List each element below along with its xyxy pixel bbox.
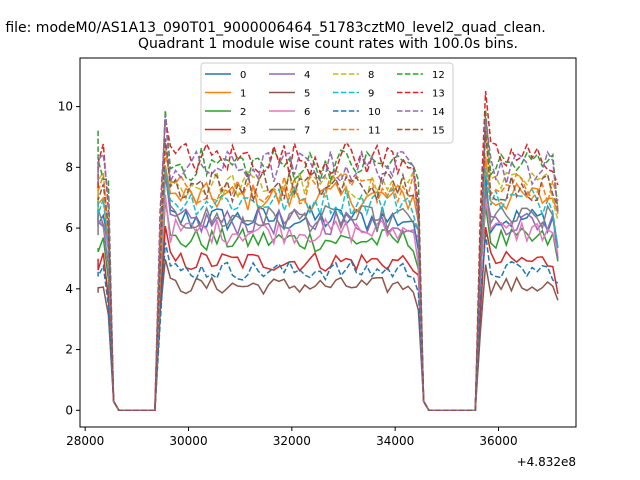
y-tick-label: 10 [58,100,73,114]
x-tick-label: 36000 [479,434,517,448]
legend-label: 0 [240,70,246,81]
legend-label: 13 [432,89,445,100]
series-line-2 [97,198,559,412]
legend-label: 8 [368,70,374,81]
y-tick-label: 6 [65,221,73,235]
legend-label: 3 [240,126,246,137]
legend-label: 14 [432,107,445,118]
series-line-5 [97,259,559,412]
legend-label: 11 [368,126,381,137]
x-axis-offset-label: +4.832e8 [517,455,576,469]
x-tick-label: 28000 [66,434,104,448]
y-tick-label: 0 [65,403,73,417]
x-tick-label: 34000 [376,434,414,448]
legend-label: 1 [240,89,246,100]
axis-ticks: 28000 30000 32000 34000 36000 0 2 4 6 8 10 [58,100,518,448]
legend-label: 2 [240,107,246,118]
legend-label: 7 [304,126,310,137]
legend-box [200,62,454,144]
series-line-15 [97,130,559,412]
legend-label: 10 [368,107,381,118]
series-line-10 [97,234,559,412]
y-tick-label: 4 [65,282,73,296]
x-tick-label: 30000 [169,434,207,448]
series-line-9 [97,166,559,412]
x-tick-label: 32000 [273,434,311,448]
axes-frame [79,57,577,428]
legend-label: 12 [432,70,445,81]
series-line-3 [97,225,559,412]
series-line-11 [97,131,559,412]
legend-label: 5 [304,89,310,100]
series-line-13 [97,91,559,412]
legend-label: 15 [432,126,445,137]
legend-label: 9 [368,89,374,100]
series-lines [97,91,559,412]
y-tick-label: 2 [65,343,73,357]
y-tick-label: 8 [65,160,73,174]
figure-suptitle: n file: modeM0/AS1A13_090T01_9000006464_… [0,20,546,36]
legend-label: 6 [304,107,310,118]
legend-label: 4 [304,70,310,81]
chart-title: Quadrant 1 module wise count rates with … [138,36,518,52]
